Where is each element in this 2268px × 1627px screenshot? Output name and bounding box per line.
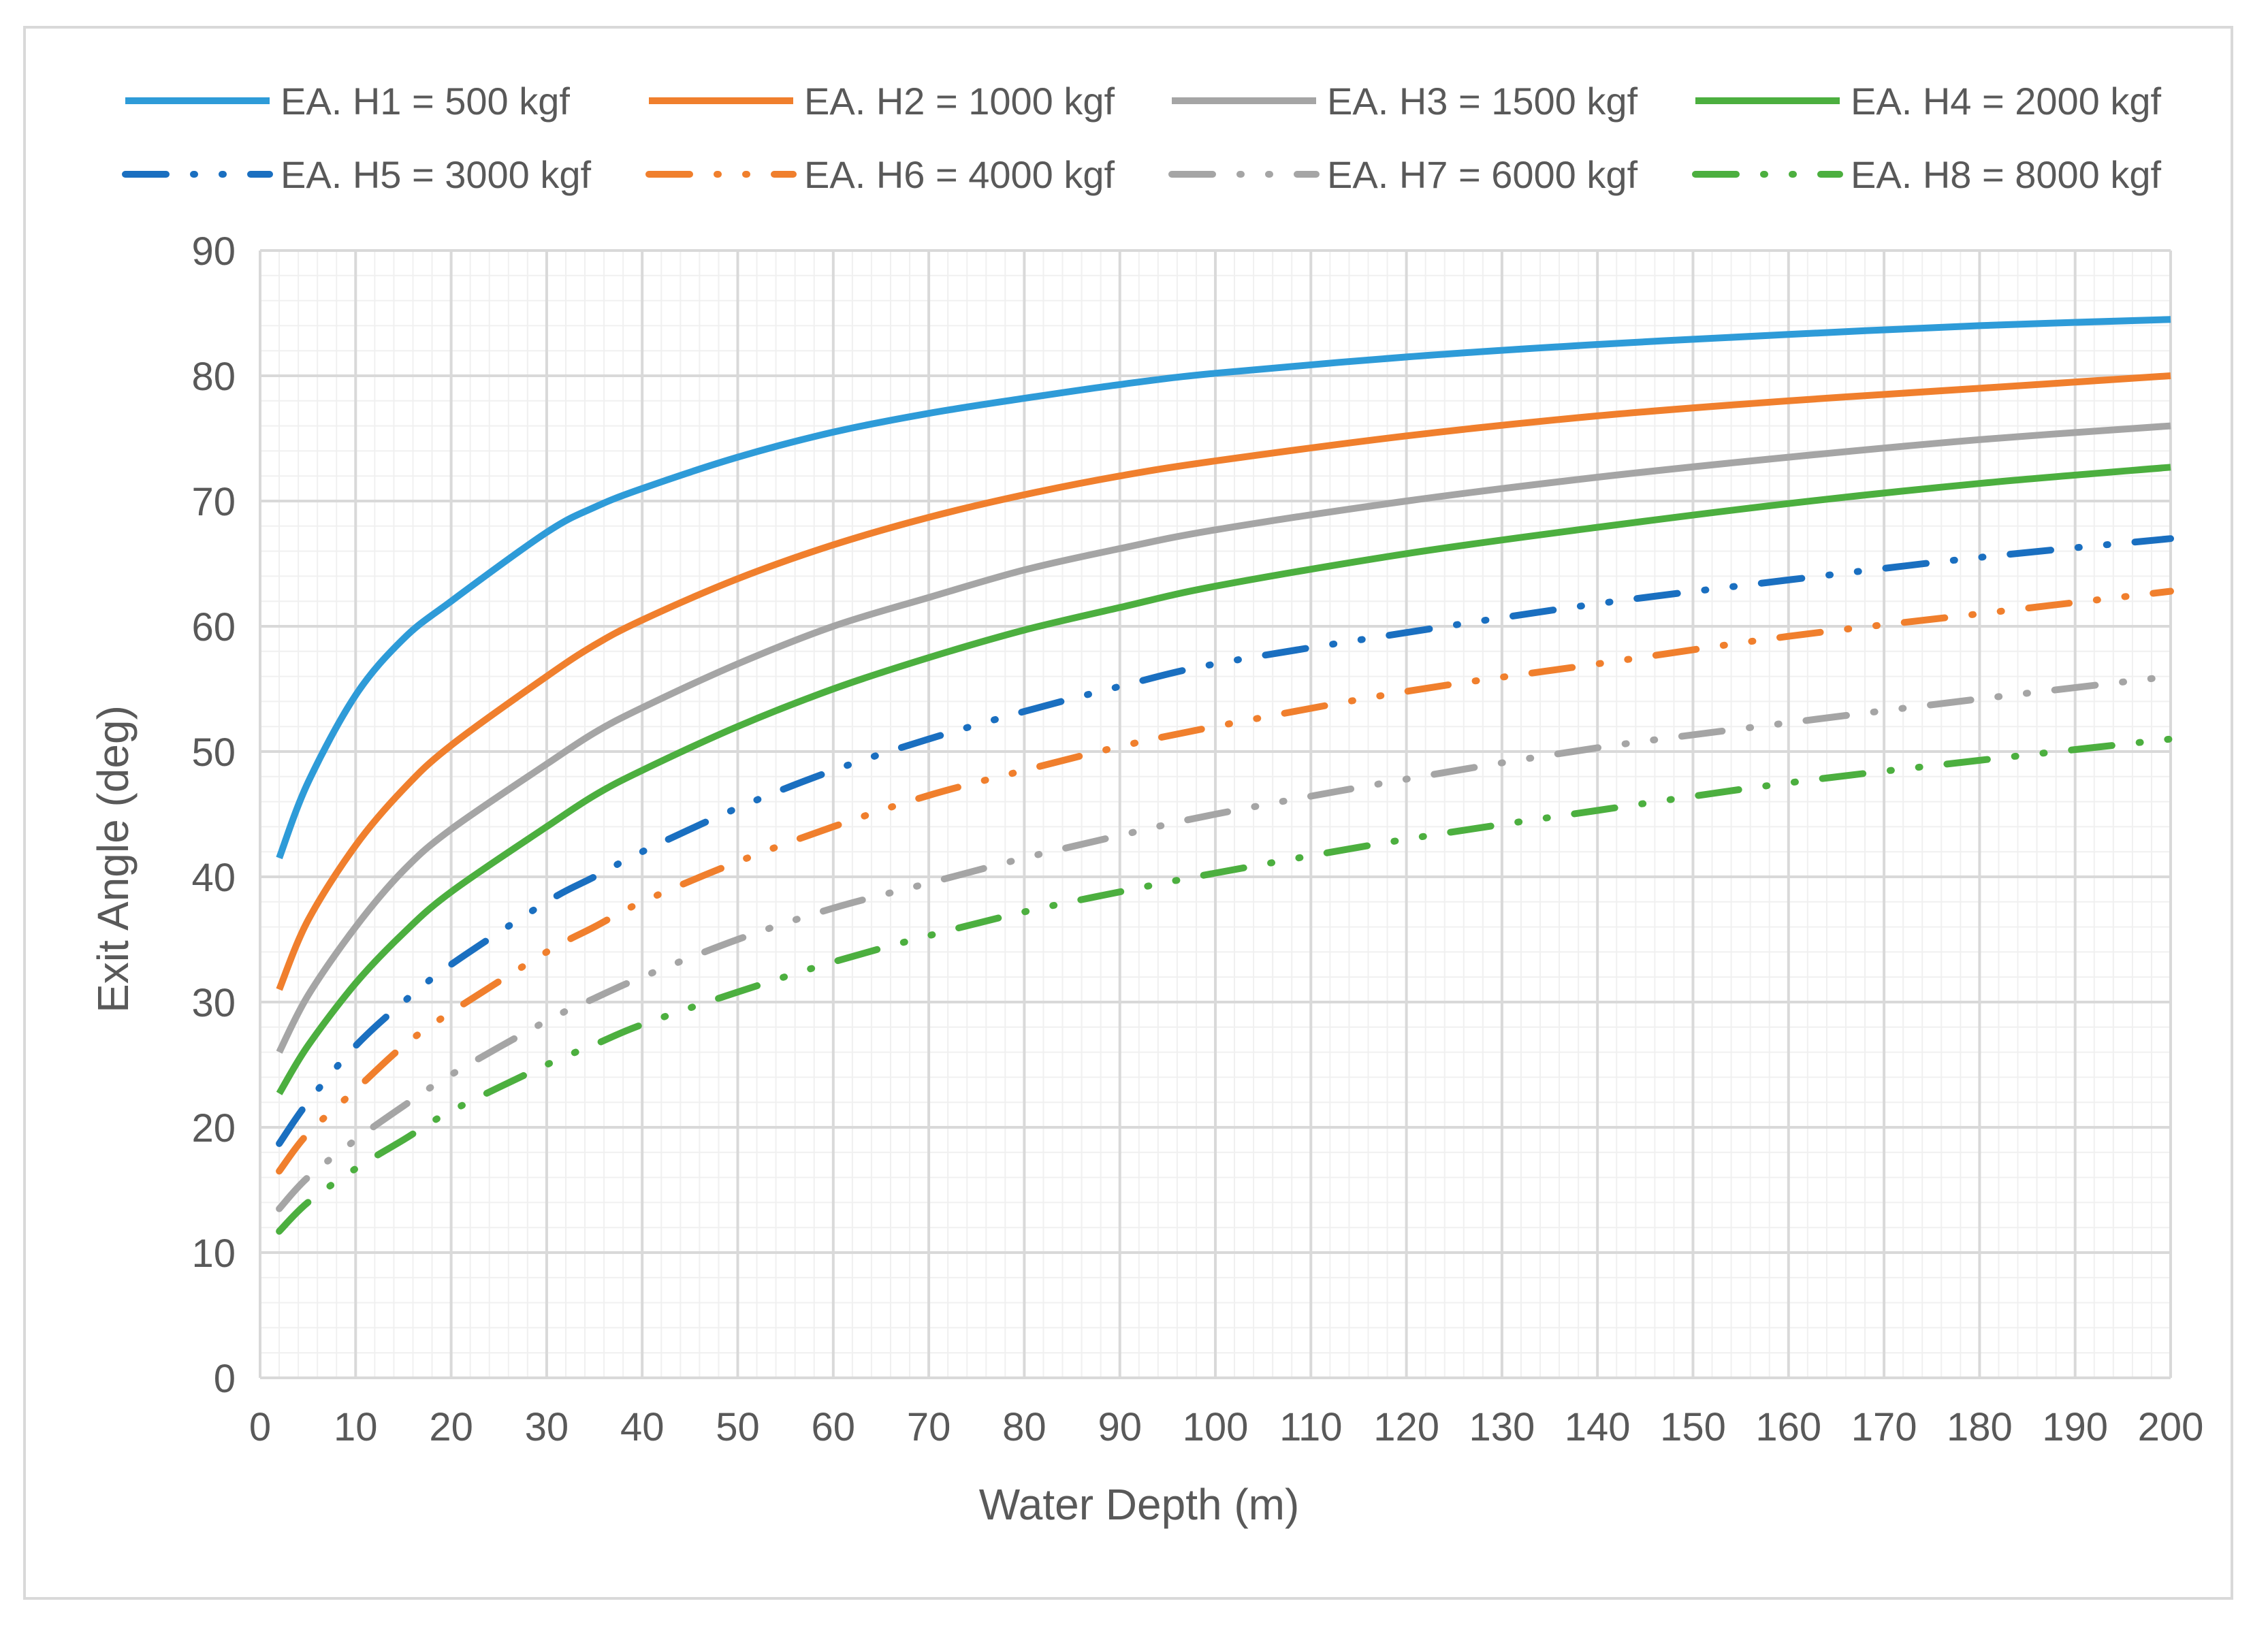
line-chart: 0 10 20 30 40 50 60 70 80 90 100 110 120 130 140 150 160… — [89, 80, 2203, 1529]
x-tick-label: 10 — [334, 1405, 378, 1449]
x-tick-label: 120 — [1373, 1405, 1439, 1449]
legend-label-h7: EA. H7 = 6000 kgf — [1327, 153, 1638, 196]
series-line-h3 — [276, 422, 2171, 1054]
series-line-h8 — [276, 735, 2174, 1235]
x-tick-label: 80 — [1002, 1405, 1047, 1449]
x-tick-label: 170 — [1851, 1405, 1917, 1449]
x-tick-label: 200 — [2138, 1405, 2204, 1449]
legend-label-h5: EA. H5 = 3000 kgf — [281, 153, 592, 196]
y-tick-label: 0 — [214, 1357, 236, 1401]
x-tick-label: 60 — [812, 1405, 856, 1449]
x-tick-label: 160 — [1755, 1405, 1821, 1449]
x-tick-label: 40 — [620, 1405, 665, 1449]
x-tick-label: 190 — [2042, 1405, 2108, 1449]
x-tick-label: 150 — [1660, 1405, 1726, 1449]
x-tick-label: 140 — [1565, 1405, 1631, 1449]
y-tick-label: 10 — [191, 1231, 236, 1276]
legend-label-h2: EA. H2 = 1000 kgf — [804, 80, 1115, 123]
y-tick-label: 70 — [191, 480, 236, 524]
y-tick-label: 40 — [191, 856, 236, 900]
x-tick-label: 70 — [907, 1405, 951, 1449]
series-line-h1 — [276, 316, 2171, 860]
legend-label-h3: EA. H3 = 1500 kgf — [1327, 80, 1638, 123]
x-tick-label: 0 — [249, 1405, 271, 1449]
x-tick-label: 50 — [716, 1405, 760, 1449]
y-tick-label: 90 — [191, 229, 236, 274]
series-line-h7 — [276, 673, 2174, 1212]
x-tick-label: 20 — [429, 1405, 473, 1449]
legend-label-h8: EA. H8 = 8000 kgf — [1851, 153, 2162, 196]
x-tick-label: 110 — [1279, 1405, 1342, 1449]
x-tick-label: 90 — [1098, 1405, 1142, 1449]
x-axis-title: Water Depth (m) — [979, 1480, 1300, 1529]
legend-label-h6: EA. H6 = 4000 kgf — [804, 153, 1115, 196]
x-tick-label: 100 — [1183, 1405, 1249, 1449]
chart-frame: 0 10 20 30 40 50 60 70 80 90 100 110 120 130 140 150 160… — [23, 26, 2233, 1600]
series-line-h2 — [276, 372, 2171, 991]
y-tick-label: 30 — [191, 981, 236, 1025]
x-tick-label: 180 — [1947, 1405, 2013, 1449]
y-tick-label: 20 — [191, 1106, 236, 1150]
series-line-h4 — [276, 464, 2171, 1095]
series-group — [276, 316, 2174, 1235]
x-tick-label: 130 — [1469, 1405, 1535, 1449]
y-axis-title: Exit Angle (deg) — [89, 705, 138, 1013]
x-tick-label: 30 — [525, 1405, 569, 1449]
series-line-h6 — [276, 587, 2174, 1175]
y-tick-label: 80 — [191, 355, 236, 399]
y-tick-label: 60 — [191, 605, 236, 649]
legend-label-h4: EA. H4 = 2000 kgf — [1851, 80, 2162, 123]
legend: EA. H1 = 500 kgf EA. H2 = 1000 kgf EA. H3 … — [122, 80, 2162, 196]
legend-label-h1: EA. H1 = 500 kgf — [281, 80, 570, 123]
tick-labels: 0 10 20 30 40 50 60 70 80 90 100 110 120 130 140 150 160… — [191, 229, 2203, 1449]
y-tick-label: 50 — [191, 730, 236, 775]
